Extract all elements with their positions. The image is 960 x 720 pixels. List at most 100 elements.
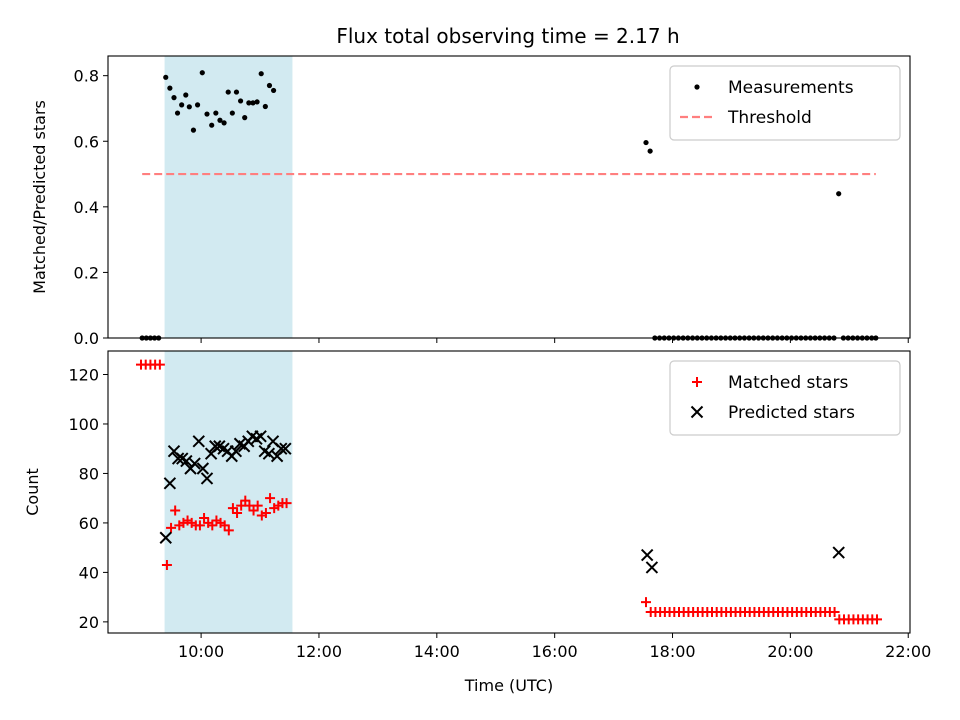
data-point [258,71,264,77]
data-point [154,359,165,370]
data-point [260,508,271,519]
series-matched-stars [135,359,883,625]
legend-marker [690,405,704,419]
y-tick-label: 0.2 [74,263,99,282]
data-point [262,447,276,460]
observing-window-span [164,351,293,633]
y-tick-label: 20 [79,613,99,632]
data-point [163,477,177,490]
x-tick-label: 22:00 [885,642,931,661]
data-point [196,462,210,475]
legend-box [669,360,901,436]
data-point [179,102,185,108]
data-point [643,139,649,146]
data-point [204,111,210,117]
legend-label: Predicted stars [728,403,855,423]
legend-label: Measurements [728,78,854,98]
data-point [265,493,276,504]
y-tick-label: 0.8 [74,67,99,86]
data-point [233,89,240,95]
y-tick-label: 0.6 [74,132,99,151]
data-point [829,606,840,617]
data-point [254,99,260,105]
data-point [872,614,883,625]
x-tick-label: 10:00 [178,642,224,661]
legend: Measurements Threshold [669,65,901,141]
x-tick-label: 20:00 [767,642,813,661]
data-point [266,82,273,89]
data-point [192,435,205,448]
data-point [641,597,652,608]
data-point [171,95,177,101]
data-point [252,500,263,511]
data-point [170,505,181,516]
x-tick-label: 12:00 [296,642,342,661]
data-point [221,120,227,126]
data-point [832,546,845,559]
data-point [223,525,234,536]
y-tick-label: 40 [79,563,99,582]
data-point [166,522,177,533]
legend-box [669,65,901,141]
data-point [281,498,292,509]
data-point [159,531,172,544]
data-point [246,100,252,106]
data-point [270,87,277,94]
data-point [194,102,201,108]
y-tick-label: 120 [68,366,99,385]
y-axis-title: Count [23,468,42,516]
legend-label: Threshold [727,108,812,128]
data-point [167,85,173,91]
data-point [209,440,222,453]
data-point [174,110,181,116]
series-predicted-stars [159,430,845,574]
data-point [209,122,215,128]
data-point [647,148,653,154]
x-tick-label: 14:00 [414,642,460,661]
legend-marker [692,377,702,387]
data-point [200,472,214,485]
data-point [275,442,288,455]
data-point [262,103,268,110]
y-tick-label: 0.4 [74,198,99,217]
axes-frame [107,350,911,634]
x-tick-label: 18:00 [649,642,695,661]
y-axis-title: Matched/Predicted stars [30,100,49,294]
legend-marker [694,84,700,90]
x-tick-label: 16:00 [532,642,578,661]
data-point [242,115,248,121]
data-point [229,110,235,116]
axes-frame [107,55,911,339]
data-point [225,89,231,95]
data-point [250,100,256,106]
data-point [237,98,244,104]
data-point [199,70,205,76]
data-point [161,559,172,570]
chart-title: Flux total observing time = 2.17 h [336,24,679,48]
y-tick-label: 80 [79,464,99,483]
data-point [188,457,201,470]
data-point [186,104,192,110]
y-tick-label: 60 [79,514,99,533]
data-point [163,74,169,80]
top-panel: 0.0 0.2 0.4 0.6 0.8 Matched/Predicted stars Me… [30,55,911,348]
y-tick-label: 100 [68,415,99,434]
legend: Matched stars Predicted stars [669,360,901,436]
data-point [254,430,267,443]
x-axis-title: Time (UTC) [464,676,553,695]
data-point [232,508,243,519]
data-point [183,92,189,98]
data-point [640,548,654,562]
data-point [190,127,197,133]
bottom-panel: 10:00 12:00 14:00 16:00 18:00 20:00 22:00 20 40 6… [23,350,931,695]
data-point [836,191,842,197]
data-point [171,452,185,465]
data-point [229,444,243,458]
legend-label: Matched stars [728,373,848,393]
observing-window-span [164,56,293,338]
data-point [645,561,659,574]
data-point [217,117,223,123]
data-point [279,442,292,455]
